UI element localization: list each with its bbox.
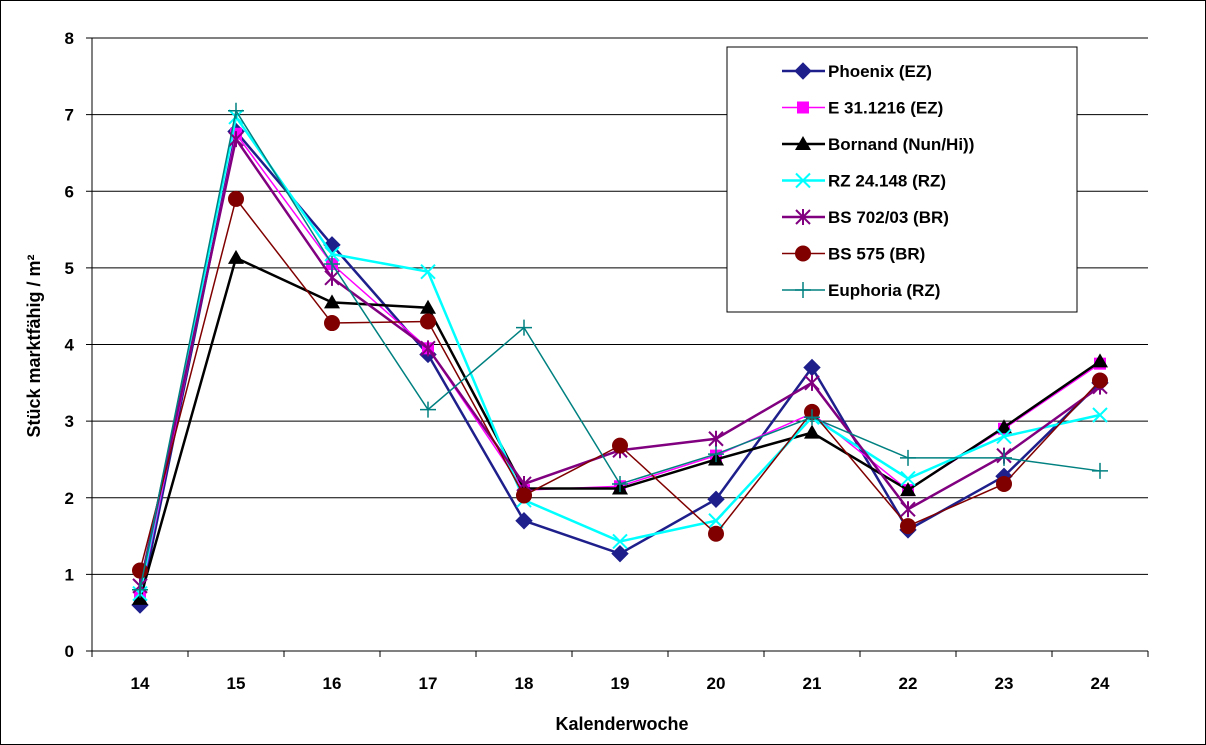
y-tick-labels: 0 1 2 3 4 5 6 7 8 bbox=[65, 29, 75, 661]
data-point-marker bbox=[1092, 462, 1108, 479]
legend-item: Euphoria (RZ) bbox=[782, 281, 940, 300]
y-tick-label: 2 bbox=[65, 489, 74, 508]
legend-label: RZ 24.148 (RZ) bbox=[828, 172, 946, 191]
legend-marker bbox=[797, 101, 809, 114]
x-tick-label: 22 bbox=[899, 674, 918, 693]
legend-marker bbox=[794, 62, 812, 80]
data-point-marker bbox=[996, 475, 1012, 492]
data-point-marker bbox=[515, 512, 533, 530]
legend-marker bbox=[795, 282, 811, 298]
data-point-marker bbox=[708, 446, 724, 463]
legend-label: BS 702/03 (BR) bbox=[828, 208, 949, 227]
y-tick-label: 6 bbox=[65, 182, 74, 201]
series-group bbox=[131, 102, 1109, 614]
x-tick-label: 21 bbox=[803, 674, 822, 693]
legend-item: Bornand (Nun/Hi)) bbox=[782, 135, 974, 154]
x-tick-label: 23 bbox=[995, 674, 1014, 693]
data-point-marker bbox=[804, 409, 820, 426]
data-point-marker bbox=[708, 525, 724, 542]
y-axis-title: Stück marktfähig / m² bbox=[24, 254, 44, 437]
data-point-marker bbox=[324, 269, 340, 286]
data-point-marker bbox=[996, 419, 1012, 434]
data-point-marker bbox=[1092, 407, 1108, 423]
data-point-marker bbox=[708, 513, 724, 529]
data-point-marker bbox=[228, 102, 244, 119]
x-tick-label: 18 bbox=[515, 674, 534, 693]
data-point-marker bbox=[1092, 372, 1108, 389]
data-point-marker bbox=[324, 294, 340, 309]
data-point-marker bbox=[804, 374, 820, 391]
data-point-marker bbox=[996, 449, 1012, 466]
series-4 bbox=[132, 109, 1108, 602]
y-tick-label: 5 bbox=[65, 259, 74, 278]
legend-item: RZ 24.148 (RZ) bbox=[782, 172, 946, 191]
series-6 bbox=[132, 190, 1108, 579]
data-point-marker bbox=[228, 249, 244, 264]
legend-item: BS 702/03 (BR) bbox=[782, 208, 949, 227]
data-point-marker bbox=[900, 518, 916, 535]
data-point-marker bbox=[324, 315, 340, 332]
data-point-marker bbox=[612, 437, 628, 454]
data-point-marker bbox=[420, 313, 436, 330]
data-point-marker bbox=[996, 428, 1012, 445]
legend-label: E 31.1216 (EZ) bbox=[828, 99, 943, 118]
data-point-marker bbox=[324, 256, 340, 273]
x-tick-labels: 14 15 16 17 18 19 20 21 22 23 24 bbox=[131, 674, 1110, 693]
data-point-marker bbox=[420, 299, 436, 314]
data-point-marker bbox=[324, 246, 340, 262]
x-tick-label: 20 bbox=[707, 674, 726, 693]
y-tick-label: 0 bbox=[65, 642, 74, 661]
data-point-marker bbox=[420, 340, 436, 357]
data-point-marker bbox=[420, 263, 436, 280]
x-tick-label: 14 bbox=[131, 674, 150, 693]
data-point-marker bbox=[708, 430, 724, 447]
y-tick-label: 3 bbox=[65, 412, 74, 431]
legend-marker bbox=[795, 172, 811, 189]
series-7 bbox=[132, 102, 1108, 598]
legend-marker bbox=[795, 245, 811, 262]
legend-label: Phoenix (EZ) bbox=[828, 62, 932, 81]
data-point-marker bbox=[612, 533, 628, 550]
x-tick-label: 16 bbox=[323, 674, 342, 693]
data-point-marker bbox=[804, 424, 820, 439]
data-point-marker bbox=[900, 470, 916, 487]
x-tick-label: 19 bbox=[611, 674, 630, 693]
x-tick-label: 15 bbox=[227, 674, 246, 693]
legend-label: BS 575 (BR) bbox=[828, 245, 925, 264]
y-tick-label: 1 bbox=[65, 565, 74, 584]
x-tick-label: 24 bbox=[1091, 674, 1110, 693]
data-point-marker bbox=[900, 449, 916, 466]
y-tick-label: 7 bbox=[65, 106, 74, 125]
axes bbox=[86, 37, 1149, 657]
legend-marker bbox=[795, 209, 811, 225]
x-tick-label: 17 bbox=[419, 674, 438, 693]
legend-item: E 31.1216 (EZ) bbox=[782, 99, 943, 118]
data-point-marker bbox=[900, 501, 916, 518]
legend-label: Bornand (Nun/Hi)) bbox=[828, 135, 974, 154]
legend-item: BS 575 (BR) bbox=[782, 245, 925, 264]
data-point-marker bbox=[420, 401, 436, 418]
legend: Phoenix (EZ) E 31.1216 (EZ) Bornand (Nun/H… bbox=[726, 46, 1078, 313]
data-point-marker bbox=[900, 482, 916, 497]
data-point-marker bbox=[132, 590, 148, 605]
data-point-marker bbox=[516, 319, 532, 336]
data-point-marker bbox=[516, 487, 532, 504]
data-point-marker bbox=[612, 475, 628, 492]
x-axis-title: Kalenderwoche bbox=[555, 714, 688, 734]
data-point-marker bbox=[1092, 353, 1108, 368]
data-point-marker bbox=[132, 581, 148, 598]
legend-item: Phoenix (EZ) bbox=[782, 62, 932, 81]
legend-label: Euphoria (RZ) bbox=[828, 281, 940, 300]
data-point-marker bbox=[228, 190, 244, 207]
data-point-marker bbox=[707, 490, 725, 508]
legend-marker bbox=[795, 136, 811, 150]
y-tick-label: 4 bbox=[65, 336, 75, 355]
data-point-marker bbox=[611, 544, 629, 563]
y-tick-label: 8 bbox=[65, 29, 74, 48]
